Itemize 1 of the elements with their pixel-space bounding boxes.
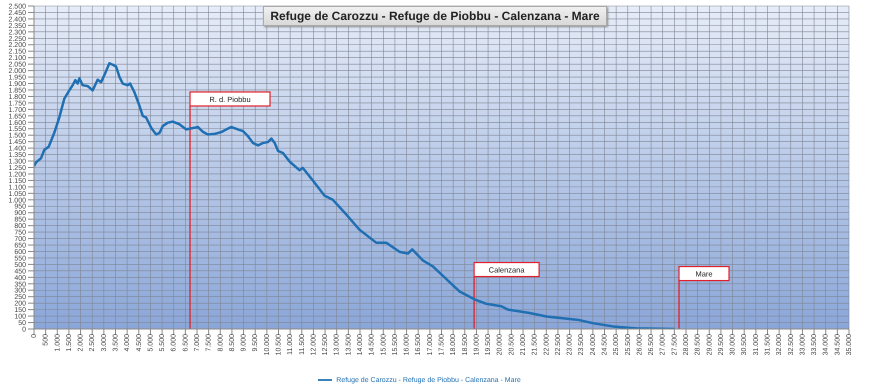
chart-title: Refuge de Carozzu - Refuge de Piobbu - Calenzana - Mare: [263, 6, 607, 26]
